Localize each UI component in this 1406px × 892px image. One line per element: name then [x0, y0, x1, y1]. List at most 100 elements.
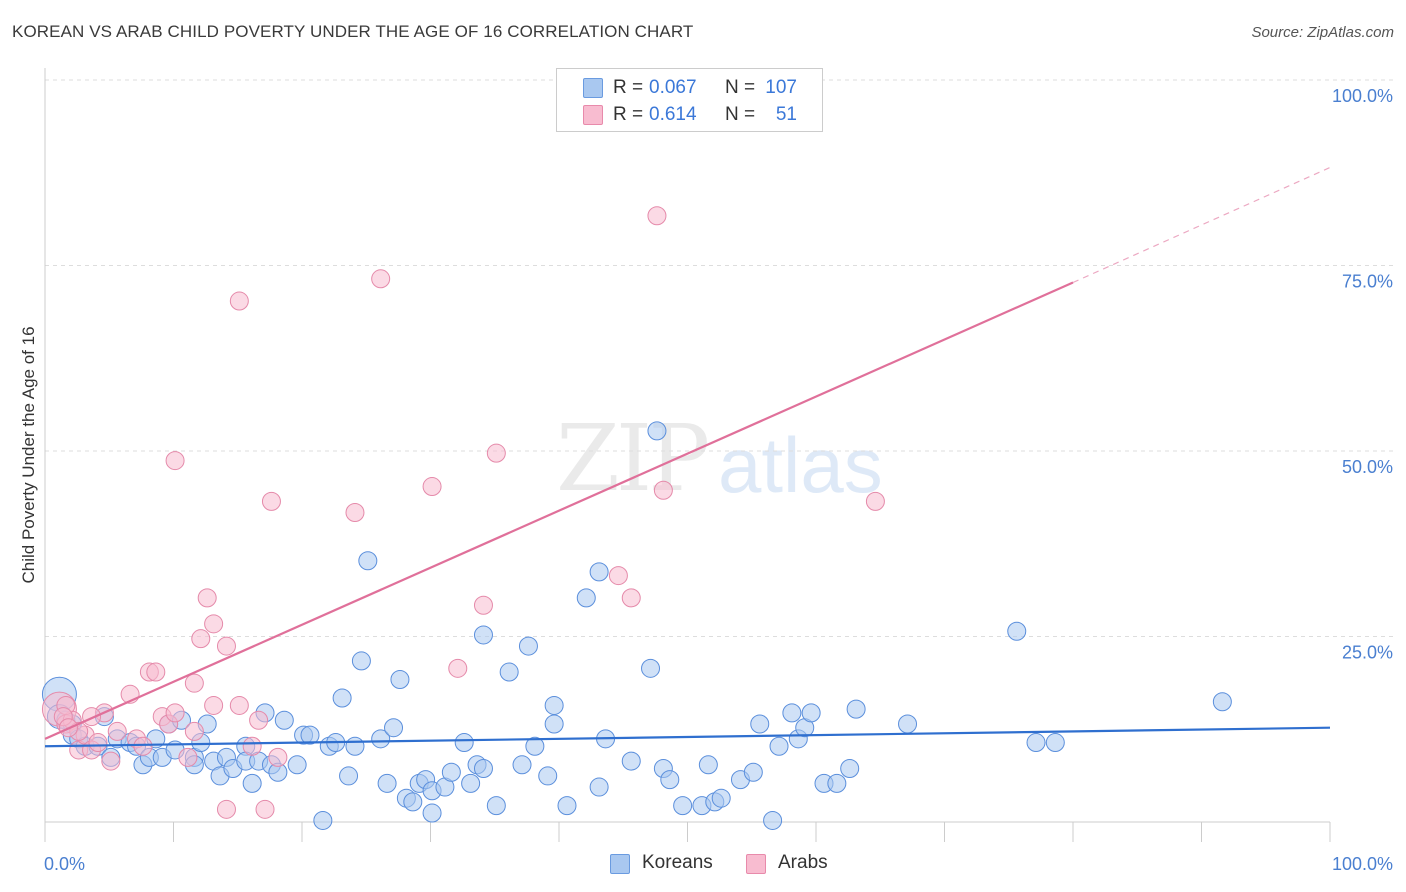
korean-point	[698, 755, 718, 775]
arab-point	[107, 721, 127, 741]
arab-trendline-extension	[1072, 166, 1331, 284]
korean-point	[840, 759, 860, 779]
arabs-swatch	[746, 854, 766, 874]
x-tick-label: 100.0%	[1332, 854, 1393, 874]
arab-trendline	[44, 281, 1074, 740]
korean-point	[673, 796, 693, 816]
korean-point	[544, 695, 564, 715]
legend-row-arabs: R = 0.614 N = 51	[557, 102, 822, 128]
arab-point	[486, 443, 506, 463]
source-label: Source: ZipAtlas.com	[1251, 24, 1394, 41]
korean-point	[1045, 733, 1065, 753]
arab-point	[647, 206, 667, 226]
arab-point	[184, 721, 204, 741]
legend-swatch-koreans	[583, 78, 603, 98]
arab-point	[371, 269, 391, 289]
y-tick-label: 100.0%	[1332, 86, 1393, 106]
legend-r-value: 0.067	[649, 77, 697, 98]
arab-point	[197, 588, 217, 608]
arab-point	[88, 733, 108, 753]
korean-point	[358, 551, 378, 571]
arab-point	[191, 629, 211, 649]
korean-point	[557, 796, 577, 816]
arab-point	[261, 491, 281, 511]
korean-point	[1212, 692, 1232, 712]
korean-point	[801, 703, 821, 723]
korean-point	[499, 662, 519, 682]
arab-point	[242, 736, 262, 756]
arab-point	[184, 673, 204, 693]
bottom-legend: Koreans Arabs	[0, 852, 1406, 878]
arab-point	[255, 799, 275, 819]
korean-point	[454, 733, 474, 753]
korean-point	[1026, 733, 1046, 753]
korean-point	[647, 421, 667, 441]
korean-point	[743, 762, 763, 782]
korean-point	[274, 710, 294, 730]
legend: R = 0.067 N = 107 R = 0.614 N = 51	[556, 68, 823, 132]
arab-point	[653, 480, 673, 500]
korean-point	[403, 792, 423, 812]
arab-point	[345, 503, 365, 523]
korean-point	[898, 714, 918, 734]
korean-point	[538, 766, 558, 786]
koreans-swatch	[610, 854, 630, 874]
korean-point	[441, 762, 461, 782]
y-axis-label: Child Poverty Under the Age of 16	[19, 326, 38, 583]
legend-row-koreans: R = 0.067 N = 107	[557, 75, 822, 101]
arab-point	[448, 658, 468, 678]
korean-point	[621, 751, 641, 771]
korean-point	[512, 755, 532, 775]
arab-point	[216, 799, 236, 819]
korean-point	[461, 773, 481, 793]
korean-point	[827, 773, 847, 793]
korean-point	[846, 699, 866, 719]
watermark-zip: ZIP	[556, 405, 710, 512]
korean-point	[711, 788, 731, 808]
arab-point	[229, 695, 249, 715]
arab-point	[249, 710, 269, 730]
korean-point	[782, 703, 802, 723]
chart-title: KOREAN VS ARAB CHILD POVERTY UNDER THE A…	[12, 22, 694, 41]
arab-point	[473, 595, 493, 615]
arab-point	[216, 636, 236, 656]
korean-point	[750, 714, 770, 734]
arab-points	[41, 206, 885, 819]
arab-point	[204, 614, 224, 634]
korean-point	[518, 636, 538, 656]
korean-point	[345, 736, 365, 756]
korean-point	[313, 810, 333, 830]
arab-point	[165, 451, 185, 471]
legend-r-value: 0.614	[649, 104, 697, 125]
watermark-atlas: atlas	[718, 421, 883, 509]
y-tick-label: 75.0%	[1342, 272, 1393, 292]
korean-point	[1007, 621, 1027, 641]
korean-point	[589, 562, 609, 582]
arab-point	[146, 662, 166, 682]
arab-point	[865, 491, 885, 511]
korean-point	[473, 625, 493, 645]
arab-point	[608, 566, 628, 586]
arab-point	[204, 695, 224, 715]
korean-point	[486, 796, 506, 816]
arab-point	[133, 736, 153, 756]
legend-n-value: 51	[775, 104, 797, 125]
legend-r-label: R =	[613, 104, 644, 125]
arab-point	[422, 477, 442, 497]
axes	[44, 68, 1331, 842]
korean-point	[371, 729, 391, 749]
korean-point	[242, 773, 262, 793]
korean-point	[525, 736, 545, 756]
arab-point	[101, 751, 121, 771]
arab-point	[178, 747, 198, 767]
korean-point	[589, 777, 609, 797]
legend-n-value: 107	[765, 77, 797, 98]
x-tick-label: 0.0%	[44, 854, 85, 874]
korean-trendline	[44, 726, 1331, 748]
korean-point	[544, 714, 564, 734]
korean-point	[390, 669, 410, 689]
korean-point	[763, 810, 783, 830]
korean-point	[769, 736, 789, 756]
trendlines	[44, 166, 1331, 748]
korean-point	[339, 766, 359, 786]
